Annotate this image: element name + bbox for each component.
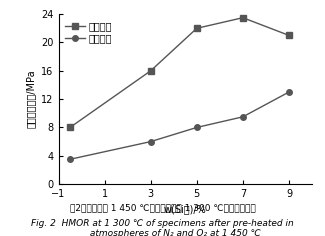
Text: 图2　不同气氛 1 450 ℃处理后试样在 1 300 ℃时的高温抗折: 图2 不同气氛 1 450 ℃处理后试样在 1 300 ℃时的高温抗折: [70, 203, 255, 212]
Text: Fig. 2  HMOR at 1 300 ℃ of specimens after pre-heated in: Fig. 2 HMOR at 1 300 ℃ of specimens afte…: [31, 219, 294, 228]
氧化气氛: [149, 69, 153, 72]
Y-axis label: 高温抗折强度/MPa: 高温抗折强度/MPa: [26, 70, 36, 128]
氮化气氛: [195, 126, 199, 129]
Text: atmospheres of N₂ and O₂ at 1 450 ℃: atmospheres of N₂ and O₂ at 1 450 ℃: [64, 229, 261, 236]
氮化气氛: [149, 140, 153, 143]
氧化气氛: [287, 34, 291, 37]
氮化气氛: [287, 91, 291, 93]
氧化气氛: [241, 16, 245, 19]
Line: 氧化气氛: 氧化气氛: [67, 15, 292, 130]
氧化气氛: [68, 126, 72, 129]
Line: 氮化气氛: 氮化气氛: [67, 89, 292, 162]
氧化气氛: [195, 27, 199, 30]
氮化气氛: [68, 158, 72, 161]
X-axis label: w(Si粉)/%: w(Si粉)/%: [164, 205, 207, 215]
Legend: 氧化气氛, 氮化气氛: 氧化气氛, 氮化气氛: [63, 19, 114, 45]
氮化气氛: [241, 115, 245, 118]
